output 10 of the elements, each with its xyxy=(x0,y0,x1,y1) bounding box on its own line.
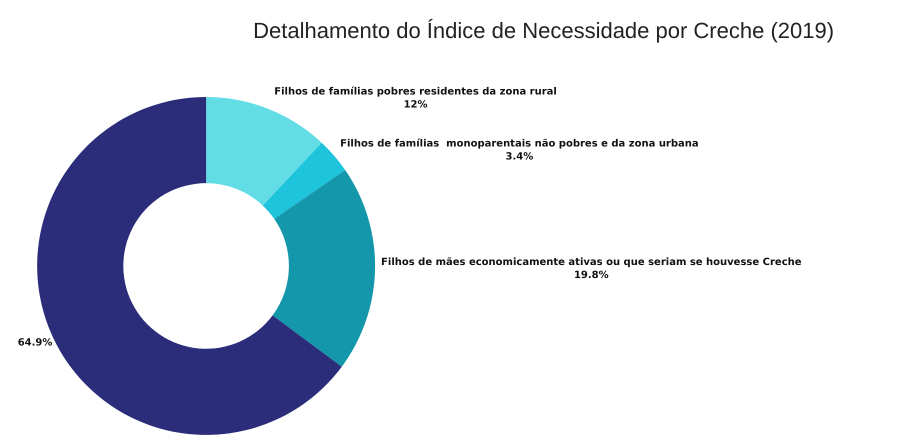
data-label: 64.9% xyxy=(18,338,52,348)
chart-title: Detalhamento do Índice de Necessidade por Creche (2019) xyxy=(253,18,834,44)
data-label: 12% xyxy=(404,99,428,110)
donut-slice xyxy=(272,170,376,367)
data-label: 19.8% xyxy=(574,270,609,281)
slice-label: Filhos de famílias monoparentais não pobres e da zona urbana xyxy=(340,138,699,150)
donut-slice xyxy=(206,96,322,206)
slice-label: Filhos de mães economicamente ativas ou que seriam se houvesse Creche xyxy=(381,256,802,268)
slice-label: Filhos de famílias pobres residentes da zona rural xyxy=(274,86,557,98)
data-label: 3.4% xyxy=(506,152,534,163)
